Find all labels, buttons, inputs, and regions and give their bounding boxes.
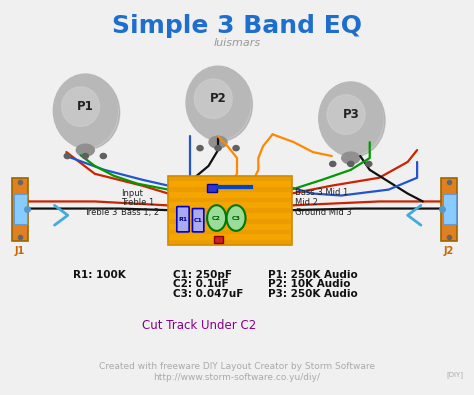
Text: C2: C2	[212, 216, 221, 220]
Text: [DIY]: [DIY]	[447, 371, 464, 378]
Bar	[14, 194, 27, 224]
Ellipse shape	[186, 66, 250, 139]
Text: R1: 100K: R1: 100K	[73, 269, 126, 280]
Bar	[168, 177, 292, 181]
Text: http://www.storm-software.co.yu/diy/: http://www.storm-software.co.yu/diy/	[154, 373, 320, 382]
Ellipse shape	[100, 154, 106, 158]
Text: J2: J2	[444, 246, 454, 256]
FancyBboxPatch shape	[177, 207, 189, 232]
Ellipse shape	[209, 136, 227, 148]
Text: luismars: luismars	[213, 38, 261, 49]
Ellipse shape	[215, 146, 221, 150]
Text: C1: C1	[194, 218, 202, 222]
Ellipse shape	[321, 84, 385, 157]
Text: Cut Track Under C2: Cut Track Under C2	[142, 320, 256, 332]
Text: R1: R1	[178, 217, 188, 222]
Ellipse shape	[233, 146, 239, 150]
Text: C1: 250pF: C1: 250pF	[173, 269, 232, 280]
Text: Bass 3 Mid 1: Bass 3 Mid 1	[295, 188, 348, 197]
Text: Bass 1, 2: Bass 1, 2	[121, 208, 159, 216]
FancyBboxPatch shape	[192, 209, 204, 232]
Ellipse shape	[62, 87, 100, 126]
Bar	[168, 230, 292, 234]
Ellipse shape	[82, 154, 88, 158]
Text: Treble 3: Treble 3	[84, 208, 118, 216]
Text: P1: 250K Audio: P1: 250K Audio	[268, 269, 357, 280]
Text: Created with freeware DIY Layout Creator by Storm Software: Created with freeware DIY Layout Creator…	[99, 362, 375, 371]
Bar	[168, 198, 292, 202]
Ellipse shape	[319, 82, 383, 155]
Text: P2: 10K Audio: P2: 10K Audio	[268, 279, 350, 290]
Text: Input: Input	[121, 189, 143, 198]
Bar	[207, 184, 217, 192]
Text: Treble 1: Treble 1	[121, 198, 154, 207]
Bar	[12, 178, 28, 241]
Ellipse shape	[365, 161, 372, 167]
Text: C3: 0.047uF: C3: 0.047uF	[173, 289, 243, 299]
Bar	[168, 209, 292, 213]
Ellipse shape	[55, 76, 119, 149]
Ellipse shape	[227, 205, 246, 231]
Ellipse shape	[327, 95, 365, 134]
Bar	[441, 178, 457, 241]
Bar	[168, 241, 292, 245]
Ellipse shape	[53, 74, 117, 147]
Ellipse shape	[207, 205, 226, 231]
Bar	[168, 187, 292, 192]
Ellipse shape	[347, 161, 354, 167]
Ellipse shape	[329, 161, 336, 167]
Ellipse shape	[76, 144, 94, 156]
Text: Mid 2: Mid 2	[295, 198, 318, 207]
Text: C2: 0.1uF: C2: 0.1uF	[173, 279, 228, 290]
Bar	[214, 236, 223, 243]
Bar	[168, 219, 292, 224]
Text: C3: C3	[232, 216, 240, 220]
Text: P3: P3	[342, 108, 359, 121]
Text: P2: P2	[210, 92, 227, 105]
Text: Ground Mid 3: Ground Mid 3	[295, 208, 352, 216]
Text: P1: P1	[77, 100, 94, 113]
Ellipse shape	[189, 68, 252, 141]
Ellipse shape	[194, 79, 232, 118]
Ellipse shape	[64, 154, 70, 158]
Ellipse shape	[342, 152, 360, 164]
Text: J1: J1	[15, 246, 25, 256]
Bar	[443, 194, 456, 224]
Text: P3: 250K Audio: P3: 250K Audio	[268, 289, 357, 299]
Text: Simple 3 Band EQ: Simple 3 Band EQ	[112, 14, 362, 38]
Ellipse shape	[197, 146, 203, 150]
Bar	[168, 176, 292, 245]
